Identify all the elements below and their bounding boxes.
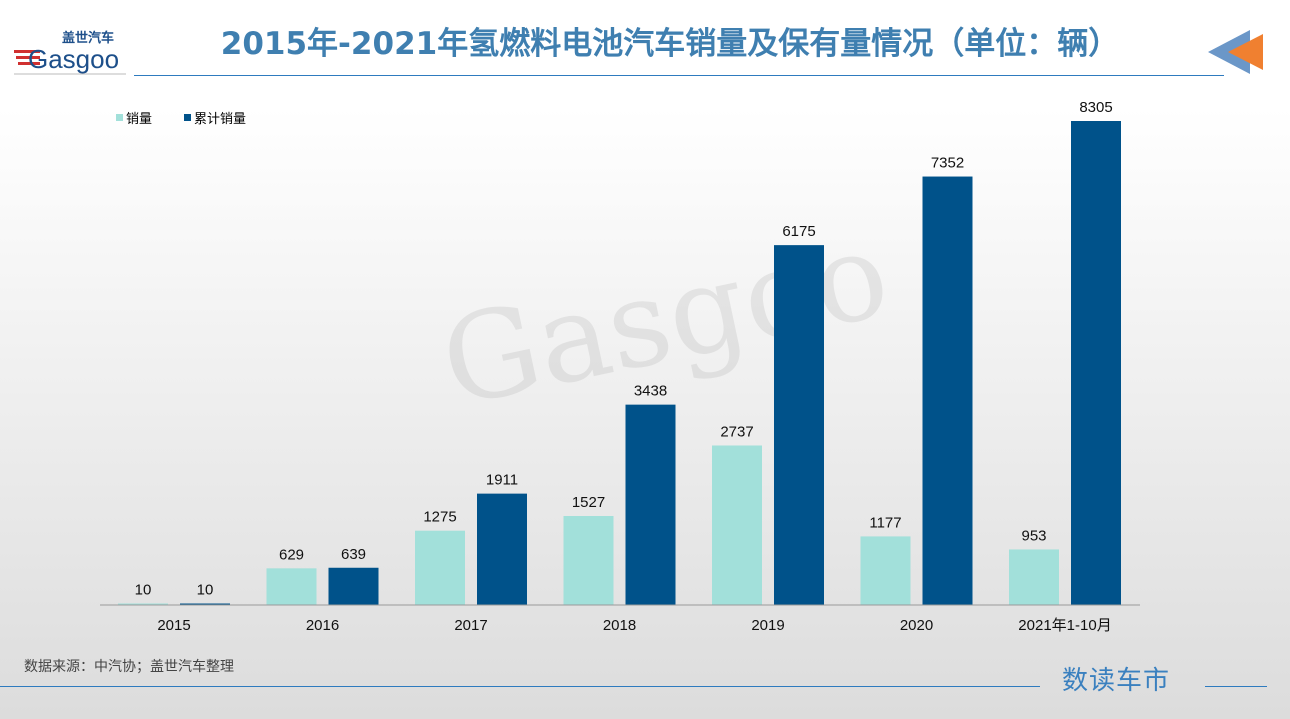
legend-label: 销量 <box>126 112 153 127</box>
title-divider <box>134 75 1224 76</box>
bar <box>477 493 527 605</box>
x-tick-label: 2021年1-10月 <box>1018 617 1111 634</box>
bar <box>266 568 317 605</box>
data-label: 10 <box>135 582 152 599</box>
data-label: 10 <box>197 582 214 599</box>
legend-sales: 销量 <box>116 108 152 127</box>
bar <box>328 567 379 605</box>
data-label: 8305 <box>1079 99 1112 116</box>
bar <box>180 603 230 605</box>
data-label: 7352 <box>931 155 964 172</box>
x-tick-label: 2018 <box>603 617 636 634</box>
bar <box>118 603 168 605</box>
x-tick-label: 2020 <box>900 617 933 634</box>
bar <box>1071 121 1121 605</box>
bar <box>922 176 973 606</box>
data-label: 953 <box>1021 527 1046 544</box>
legend-swatch <box>184 114 191 121</box>
bar <box>860 536 911 605</box>
bar <box>712 445 762 605</box>
data-label: 1275 <box>423 509 456 526</box>
legend-swatch <box>116 114 123 121</box>
x-tick-label: 2015 <box>157 617 190 634</box>
brand-label: 数读车市 <box>1062 666 1171 696</box>
bar <box>1009 549 1059 605</box>
legend-cumulative: 累计销量 <box>184 108 246 127</box>
legend-label: 累计销量 <box>194 112 247 127</box>
data-label: 3438 <box>634 383 667 400</box>
data-label: 1527 <box>572 494 605 511</box>
bar <box>774 245 824 605</box>
page-title: 2015年-2021年氢燃料电池汽车销量及保有量情况（单位：辆） <box>220 26 1120 62</box>
x-tick-label: 2019 <box>751 617 784 634</box>
bar <box>625 404 676 605</box>
data-label: 6175 <box>782 223 815 240</box>
svg-text:Gasgoo: Gasgoo <box>28 44 119 74</box>
x-tick-label: 2016 <box>306 617 339 634</box>
data-label: 1177 <box>869 514 901 531</box>
data-label: 629 <box>279 546 304 563</box>
footer-line-right <box>1205 686 1267 687</box>
x-tick-label: 2017 <box>454 617 487 634</box>
bar <box>563 516 614 605</box>
arrow-decoration-icon <box>1208 30 1268 78</box>
data-label: 639 <box>341 546 366 563</box>
bar <box>415 530 465 605</box>
svg-text:盖世汽车: 盖世汽车 <box>62 30 114 45</box>
data-label: 1911 <box>486 472 518 489</box>
data-source: 数据来源：中汽协；盖世汽车整理 <box>24 659 234 675</box>
footer-line-left <box>0 686 1040 687</box>
gasgoo-logo: 盖世汽车 Gasgoo <box>14 28 126 78</box>
data-label: 2737 <box>720 423 753 440</box>
